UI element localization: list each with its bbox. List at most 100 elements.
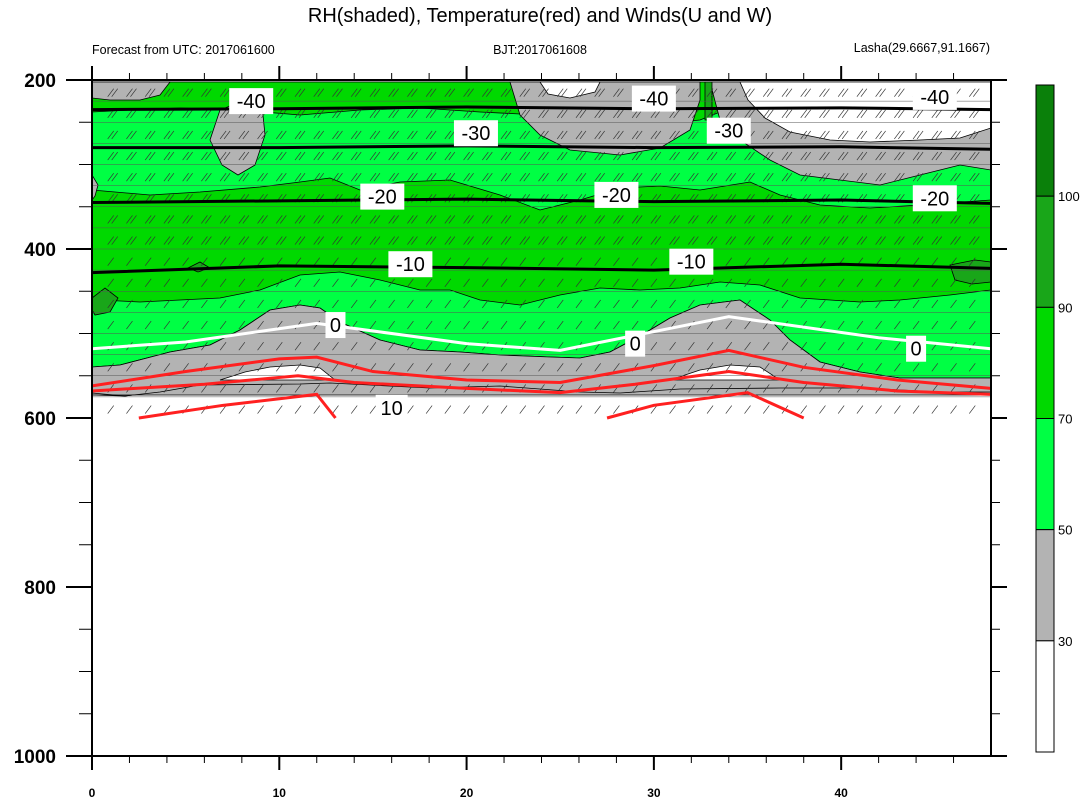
y-tick-label: 400 bbox=[24, 240, 56, 261]
wind-barb bbox=[298, 151, 306, 161]
wind-barb bbox=[425, 88, 433, 97]
wind-barb bbox=[144, 88, 152, 97]
wind-barb bbox=[744, 257, 751, 266]
wind-barb bbox=[201, 172, 208, 182]
colorbar-box bbox=[1035, 306, 1055, 420]
wind-barb bbox=[744, 299, 751, 309]
wind-barb bbox=[126, 257, 133, 266]
wind-barb bbox=[916, 215, 924, 224]
wind-barb bbox=[425, 109, 433, 119]
wind-barb bbox=[144, 130, 152, 140]
wind-barb bbox=[669, 151, 676, 161]
wind-barb bbox=[148, 172, 156, 182]
wind-barb bbox=[261, 172, 268, 182]
temperature-contour-line bbox=[138, 392, 337, 420]
wind-barb bbox=[594, 278, 601, 288]
wind-barb bbox=[182, 363, 189, 372]
wind-barb bbox=[242, 151, 250, 161]
wind-barb bbox=[504, 172, 512, 182]
wind-barb bbox=[411, 88, 418, 97]
wind-barb bbox=[144, 236, 152, 245]
wind-barb bbox=[950, 299, 957, 309]
wind-barb bbox=[257, 363, 264, 372]
wind-barb bbox=[144, 109, 152, 119]
wind-barb bbox=[556, 320, 564, 330]
wind-barb bbox=[575, 299, 583, 309]
wind-barb bbox=[804, 215, 811, 224]
wind-barb bbox=[144, 172, 152, 182]
wind-barb bbox=[594, 363, 601, 372]
wind-barb bbox=[276, 109, 283, 119]
wind-barb bbox=[972, 130, 980, 140]
wind-barb bbox=[148, 236, 156, 245]
wind-barb bbox=[879, 172, 886, 182]
wind-barb bbox=[673, 151, 680, 161]
wind-barb bbox=[257, 341, 264, 351]
wind-barb bbox=[706, 341, 714, 351]
wind-barb bbox=[313, 341, 321, 351]
wind-barb bbox=[729, 215, 737, 224]
wind-barb bbox=[238, 130, 246, 140]
wind-barb bbox=[313, 130, 321, 140]
wind-barb bbox=[729, 151, 737, 161]
wind-barb bbox=[107, 299, 115, 309]
wind-barb bbox=[688, 88, 695, 97]
wind-barb bbox=[504, 151, 512, 161]
wind-barb bbox=[654, 172, 662, 182]
wind-barb bbox=[560, 215, 568, 224]
wind-barb bbox=[725, 172, 733, 182]
wind-barb bbox=[444, 236, 452, 245]
wind-barb bbox=[804, 88, 811, 97]
wind-barb bbox=[486, 215, 493, 224]
wind-barb bbox=[669, 405, 676, 414]
wind-barb bbox=[332, 130, 339, 140]
wind-barb bbox=[972, 109, 980, 119]
wind-barb bbox=[369, 299, 377, 309]
wind-barb bbox=[388, 88, 395, 97]
wind-barb bbox=[407, 363, 414, 372]
wind-barb bbox=[144, 257, 152, 266]
wind-barb bbox=[631, 257, 639, 266]
wind-barb bbox=[444, 363, 452, 372]
colorbar-box bbox=[1035, 529, 1055, 642]
contour-label-box bbox=[912, 185, 957, 212]
wind-barb bbox=[350, 341, 358, 351]
wind-barb bbox=[238, 384, 246, 393]
wind-barb bbox=[617, 109, 624, 119]
wind-barb bbox=[294, 384, 302, 393]
wind-barb bbox=[819, 109, 826, 119]
wind-barb bbox=[186, 109, 193, 119]
wind-barb bbox=[201, 215, 208, 224]
wind-barb bbox=[931, 320, 939, 330]
wind-barb bbox=[186, 215, 193, 224]
wind-barb bbox=[425, 215, 433, 224]
wind-barb bbox=[819, 278, 826, 288]
wind-barb bbox=[373, 215, 381, 224]
wind-barb bbox=[635, 151, 643, 161]
wind-barb bbox=[654, 236, 662, 245]
wind-barb bbox=[148, 88, 156, 97]
wind-barb bbox=[238, 215, 246, 224]
wind-barb bbox=[350, 236, 358, 245]
wind-barb bbox=[762, 278, 770, 288]
wind-barb bbox=[186, 172, 193, 182]
wind-barb bbox=[523, 151, 531, 161]
wind-barb bbox=[163, 236, 171, 245]
wind-barb bbox=[163, 151, 171, 161]
rh-shade-white-upper-2 bbox=[539, 81, 601, 99]
wind-barb bbox=[276, 299, 283, 309]
wind-barb bbox=[841, 172, 849, 182]
wind-barb bbox=[276, 384, 283, 393]
wind-barb bbox=[575, 109, 583, 119]
wind-barb bbox=[107, 88, 115, 97]
wind-barb bbox=[598, 236, 605, 245]
wind-barb bbox=[785, 236, 793, 245]
wind-barb bbox=[242, 236, 250, 245]
wind-barb bbox=[313, 88, 321, 97]
wind-barb bbox=[332, 109, 339, 119]
wind-barb bbox=[617, 172, 624, 182]
wind-barb bbox=[369, 236, 377, 245]
wind-barb bbox=[617, 88, 624, 97]
wind-barb bbox=[894, 109, 901, 119]
wind-barb bbox=[350, 151, 358, 161]
